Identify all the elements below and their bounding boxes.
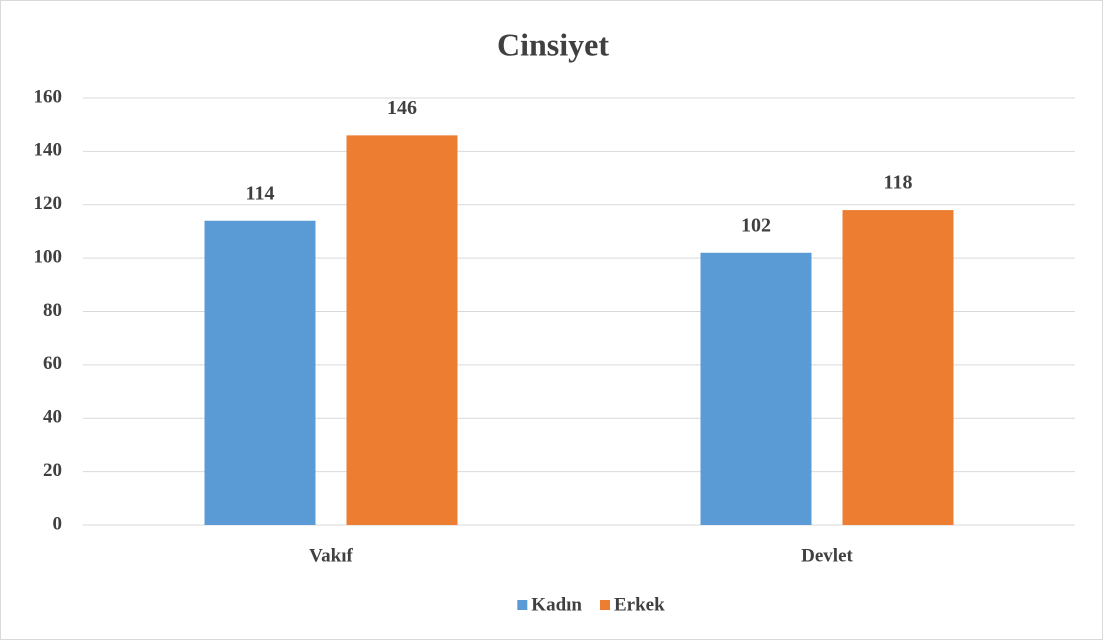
y-tick-label: 60 xyxy=(43,353,62,374)
y-tick-label: 0 xyxy=(53,513,63,534)
data-label: 114 xyxy=(246,182,275,204)
legend-label: Kadın xyxy=(531,594,582,615)
y-tick-label: 160 xyxy=(34,86,63,107)
legend-label: Erkek xyxy=(614,594,665,615)
y-tick-label: 80 xyxy=(43,300,62,321)
y-tick-label: 20 xyxy=(43,460,62,481)
legend-swatch xyxy=(600,600,611,610)
x-tick-label: Vakıf xyxy=(309,545,353,566)
data-label: 118 xyxy=(884,172,913,194)
y-tick-label: 100 xyxy=(34,246,63,267)
bar xyxy=(700,252,812,525)
bar xyxy=(204,220,316,525)
bar xyxy=(346,135,458,526)
data-label: 146 xyxy=(387,97,417,119)
chart-title: Cinsiyet xyxy=(497,26,609,62)
bar xyxy=(842,210,954,525)
y-tick-label: 140 xyxy=(34,140,63,161)
x-tick-label: Devlet xyxy=(801,545,853,566)
legend-swatch xyxy=(517,600,528,610)
y-tick-label: 40 xyxy=(43,407,62,428)
y-tick-label: 120 xyxy=(34,193,63,214)
data-label: 102 xyxy=(741,214,771,236)
